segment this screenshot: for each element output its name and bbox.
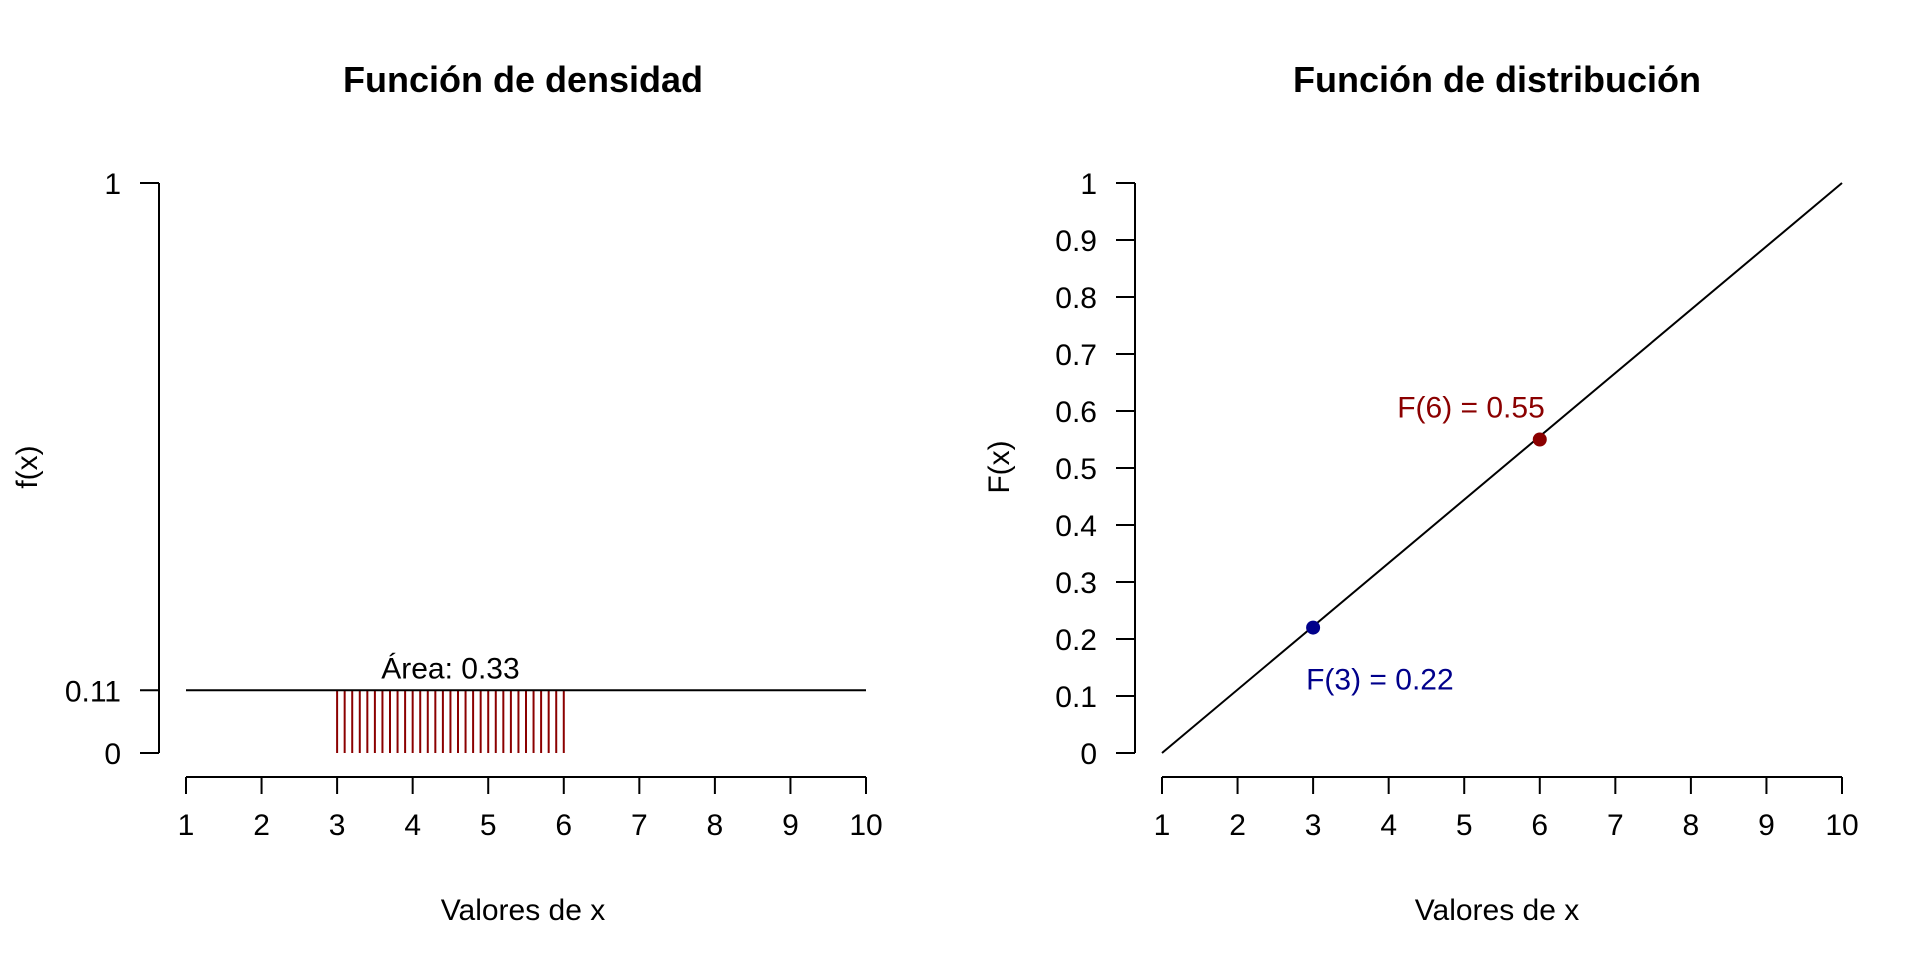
density-plot-marks: Área: 0.33	[186, 652, 866, 753]
distribution-y-axis: 0 0.1 0.2 0.3 0.4 0.5 0.6 0.7 0.8 0.9 1	[1055, 168, 1136, 771]
density-ylabel: f(x)	[11, 445, 44, 488]
x-tick-label: 1	[1154, 809, 1171, 842]
density-y-axis: 0 0.11 1	[65, 168, 160, 771]
x-tick-label: 1	[178, 809, 195, 842]
distribution-xlabel: Valores de x	[1415, 894, 1580, 927]
y-tick-label: 0.9	[1055, 225, 1097, 258]
x-tick-label: 10	[1825, 809, 1858, 842]
data-point	[1306, 620, 1321, 635]
x-tick-label: 3	[1305, 809, 1322, 842]
density-title: Función de densidad	[343, 59, 703, 100]
y-tick-label: 0.1	[1055, 681, 1097, 714]
y-tick-label: 0	[104, 738, 121, 771]
x-tick-label: 4	[1380, 809, 1397, 842]
distribution-title: Función de distribución	[1293, 59, 1701, 100]
x-tick-label: 9	[1758, 809, 1775, 842]
x-tick-label: 9	[782, 809, 799, 842]
x-tick-label: 5	[1456, 809, 1473, 842]
x-tick-label: 6	[555, 809, 572, 842]
distribution-panel: Función de distribución Valores de x F(x…	[983, 59, 1859, 927]
x-tick-label: 8	[707, 809, 724, 842]
x-tick-label: 10	[849, 809, 882, 842]
distribution-x-axis: 1 2 3 4 5 6 7 8 9 10	[1154, 776, 1859, 842]
y-tick-label: 0.11	[65, 675, 121, 708]
y-tick-label: 0.7	[1055, 339, 1097, 372]
y-tick-label: 0.3	[1055, 567, 1097, 600]
y-tick-label: 1	[1080, 168, 1097, 201]
x-tick-label: 7	[631, 809, 648, 842]
x-tick-label: 5	[480, 809, 497, 842]
y-tick-label: 0.4	[1055, 510, 1097, 543]
point-label: F(3) = 0.22	[1306, 664, 1454, 697]
density-panel: Función de densidad Valores de x f(x) 1 2…	[11, 59, 883, 927]
y-tick-label: 0.5	[1055, 453, 1097, 486]
density-x-axis: 1 2 3 4 5 6 7 8 9 10	[178, 776, 883, 842]
distribution-plot-marks: F(3) = 0.22 F(6) = 0.55	[1161, 182, 1843, 754]
density-xlabel: Valores de x	[441, 894, 606, 927]
x-tick-label: 6	[1531, 809, 1548, 842]
y-tick-label: 0.8	[1055, 282, 1097, 315]
point-label: F(6) = 0.55	[1397, 392, 1545, 425]
x-tick-label: 2	[1229, 809, 1246, 842]
x-tick-label: 2	[253, 809, 270, 842]
area-annotation: Área: 0.33	[381, 652, 519, 685]
x-tick-label: 8	[1683, 809, 1700, 842]
y-tick-label: 0.6	[1055, 396, 1097, 429]
series-line	[1161, 182, 1843, 754]
y-tick-label: 0.2	[1055, 624, 1097, 657]
y-tick-label: 1	[104, 168, 121, 201]
data-point	[1532, 432, 1547, 447]
x-tick-label: 7	[1607, 809, 1624, 842]
x-tick-label: 3	[329, 809, 346, 842]
distribution-ylabel: F(x)	[983, 440, 1016, 493]
x-tick-label: 4	[404, 809, 421, 842]
y-tick-label: 0	[1080, 738, 1097, 771]
